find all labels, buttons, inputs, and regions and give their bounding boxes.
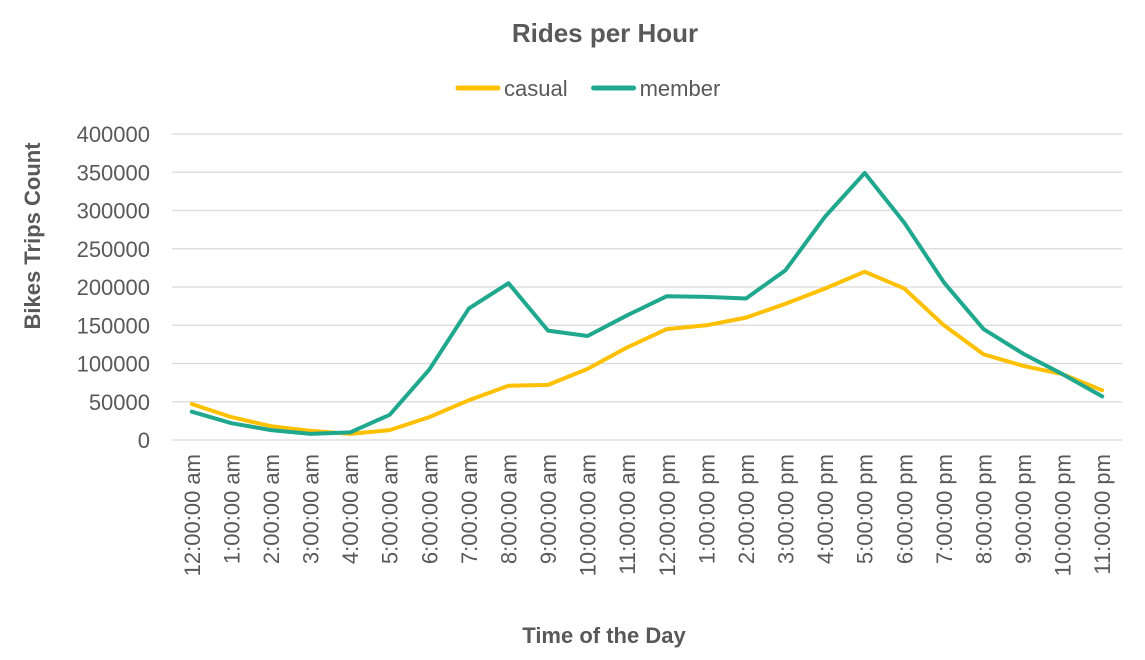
x-tick-label: 3:00:00 am	[299, 454, 324, 564]
x-axis-ticks: 12:00:00 am 1:00:00 am 2:00:00 am 3:00:00 a…	[180, 454, 1115, 576]
x-tick-label: 2:00:00 pm	[734, 454, 759, 564]
y-tick-label: 400000	[77, 122, 150, 147]
x-tick-label: 4:00:00 am	[338, 454, 363, 564]
x-tick-label: 3:00:00 pm	[774, 454, 799, 564]
x-tick-label: 11:00:00 pm	[1090, 454, 1115, 575]
chart-title: Rides per Hour	[512, 18, 698, 48]
x-tick-label: 5:00:00 pm	[853, 454, 878, 564]
y-tick-label: 250000	[77, 237, 150, 262]
y-tick-label: 100000	[77, 352, 150, 377]
legend: casual member	[455, 76, 721, 101]
y-tick-label: 300000	[77, 199, 150, 224]
series-line-casual	[189, 269, 1105, 436]
series-lines	[189, 171, 1105, 436]
x-tick-label: 7:00:00 am	[457, 454, 482, 564]
x-axis-title: Time of the Day	[522, 623, 686, 648]
x-tick-label: 12:00:00 am	[180, 454, 205, 576]
x-tick-label: 7:00:00 pm	[932, 454, 957, 564]
x-tick-label: 6:00:00 pm	[892, 454, 917, 564]
x-tick-label: 9:00:00 am	[536, 454, 561, 564]
x-tick-label: 12:00:00 pm	[655, 454, 680, 576]
y-axis-ticks: 0 50000 100000 150000 200000 250000 300000 3500…	[77, 122, 150, 453]
y-tick-label: 350000	[77, 160, 150, 185]
x-tick-label: 5:00:00 am	[378, 454, 403, 564]
x-tick-label: 8:00:00 am	[496, 454, 521, 564]
x-tick-label: 11:00:00 am	[615, 454, 640, 575]
x-tick-label: 9:00:00 pm	[1011, 454, 1036, 564]
y-tick-label: 200000	[77, 275, 150, 300]
x-tick-label: 10:00:00 pm	[1051, 454, 1076, 576]
series-line-member	[189, 171, 1105, 436]
legend-label-member: member	[640, 76, 721, 101]
x-tick-label: 1:00:00 am	[219, 454, 244, 564]
y-tick-label: 150000	[77, 313, 150, 338]
x-tick-label: 6:00:00 am	[417, 454, 442, 564]
x-tick-label: 8:00:00 pm	[971, 454, 996, 564]
y-tick-label: 50000	[89, 390, 150, 415]
y-tick-label: 0	[138, 428, 150, 453]
x-tick-label: 2:00:00 am	[259, 454, 284, 564]
x-tick-label: 4:00:00 pm	[813, 454, 838, 564]
legend-label-casual: casual	[504, 76, 568, 101]
y-axis-title: Bikes Trips Count	[20, 142, 45, 330]
x-tick-label: 1:00:00 pm	[694, 454, 719, 564]
gridlines	[172, 133, 1122, 441]
x-tick-label: 10:00:00 am	[576, 454, 601, 576]
